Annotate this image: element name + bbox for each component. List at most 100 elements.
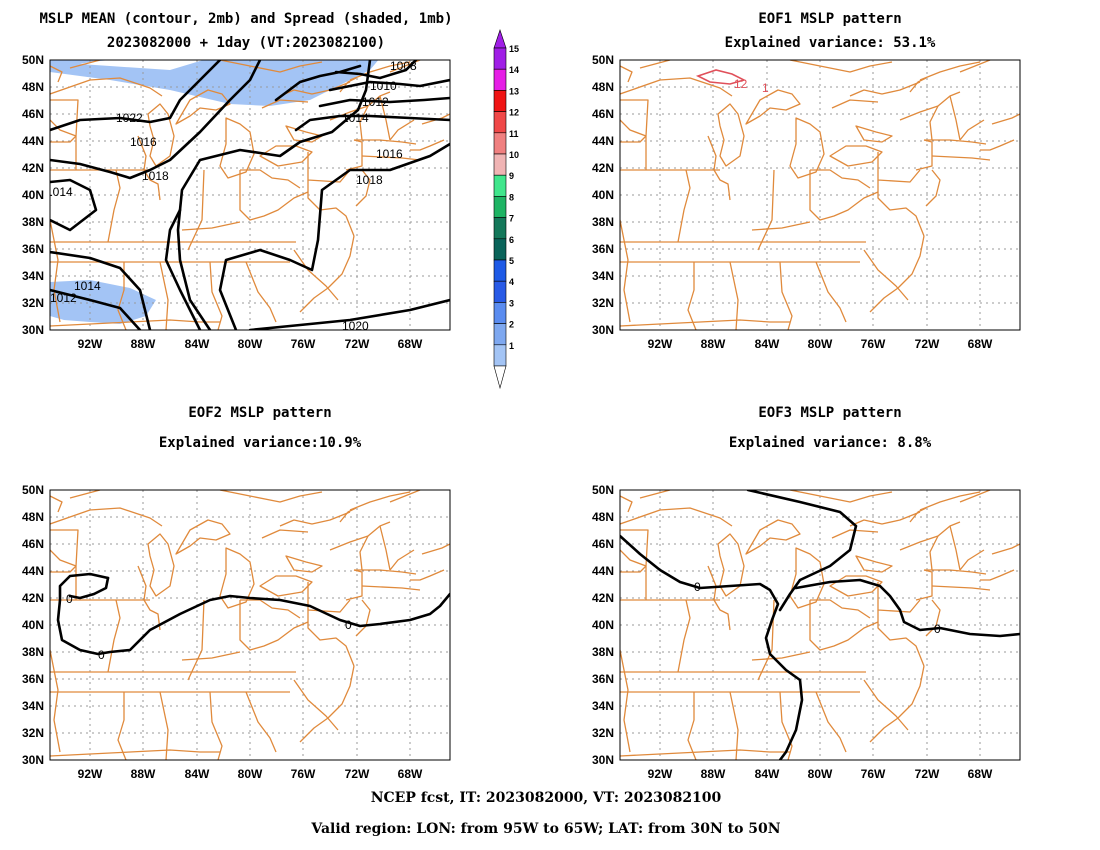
lon-tick-label: 88W [701,767,726,781]
lon-tick-label: 72W [915,767,940,781]
colorbar-label: 11 [509,129,519,139]
lat-tick-label: 32N [22,296,44,310]
contour-label: 1018 [142,169,169,183]
lat-tick-label: 46N [592,107,614,121]
colorbar-bottom-arrow [493,365,507,390]
panel-mean-title: MSLP MEAN (contour, 2mb) and Spread (sha… [39,11,452,27]
colorbar-label: 7 [509,214,514,224]
lat-tick-label: 36N [22,672,44,686]
lon-tick-label: 72W [345,337,370,351]
lat-tick-label: 48N [22,510,44,524]
lat-tick-label: 40N [22,188,44,202]
panel-eof1: EOF1 MSLP pattern Explained variance: 53… [619,11,1021,331]
lat-tick-label: 32N [22,726,44,740]
lat-tick-label: 46N [22,107,44,121]
lat-tick-label: 40N [592,618,614,632]
panel-eof2: EOF2 MSLP pattern Explained variance:10.… [49,405,451,761]
colorbar-segment [493,280,507,303]
lon-tick-label: 68W [968,337,993,351]
lat-tick-label: 50N [592,53,614,67]
lon-tick-label: 88W [131,337,156,351]
map-frame [619,489,1021,761]
lat-tick-label: 44N [592,134,614,148]
contour-label: 1 [762,81,769,95]
lon-tick-label: 68W [968,767,993,781]
footer-forecast-line: NCEP fcst, IT: 2023082000, VT: 202308210… [371,790,722,806]
lat-tick-label: 46N [22,537,44,551]
colorbar-segment [493,47,507,70]
grid-lines [50,60,450,330]
panel-eof3: EOF3 MSLP pattern Explained variance: 8.… [619,405,1021,761]
contour-label: 12 [734,77,748,91]
contour-label: 0 [345,618,352,632]
panel-eof1-subtitle: Explained variance: 53.1% [725,35,936,51]
lat-tick-label: 36N [22,242,44,256]
colorbar-label: 5 [509,256,514,266]
lat-tick-label: 30N [592,323,614,337]
lon-tick-label: 72W [915,337,940,351]
lon-tick-label: 80W [808,767,833,781]
colorbar-segment [493,90,507,112]
lat-tick-label: 38N [592,215,614,229]
contour-label: 1012 [362,95,389,109]
lon-tick-label: 80W [808,337,833,351]
grid-lines [620,60,1020,330]
lat-tick-label: 34N [22,269,44,283]
panel-eof2-map: 0 0 0 [49,489,451,761]
eof3-zero-contours [620,490,1020,760]
colorbar-label: 4 [509,277,514,287]
lon-tick-label: 92W [648,337,673,351]
axis-labels: 50N 48N 46N 44N 42N 40N 38N 36N 34N 32N 30N 92W 88W 8… [22,53,993,781]
contour-label: 1016 [130,135,157,149]
lat-tick-label: 42N [592,161,614,175]
lat-tick-label: 38N [22,215,44,229]
lon-tick-label: 76W [291,337,316,351]
grid-lines [50,490,450,760]
contour-label: 1018 [356,173,383,187]
lon-tick-label: 84W [755,767,780,781]
lat-tick-label: 36N [592,672,614,686]
lon-tick-label: 84W [185,767,210,781]
lat-tick-label: 44N [22,134,44,148]
lat-tick-label: 44N [22,564,44,578]
colorbar-segment [493,174,507,197]
lon-tick-label: 88W [701,337,726,351]
eof2-zero-contour [56,572,450,656]
lat-tick-label: 42N [22,591,44,605]
lat-tick-label: 34N [592,269,614,283]
lat-tick-label: 34N [22,699,44,713]
lat-tick-label: 38N [22,645,44,659]
lon-tick-label: 80W [238,337,263,351]
contour-label: 1022 [116,111,143,125]
contour-label: 1008 [390,59,417,73]
colorbar-label: 3 [509,298,514,308]
colorbar-label: 6 [509,235,514,245]
lon-tick-label: 80W [238,767,263,781]
colorbar-label: 8 [509,192,514,202]
colorbar-label: 15 [509,44,519,54]
colorbar-label: 12 [509,108,519,118]
mslp-contours [50,60,450,330]
contour-label: 0 [694,580,701,594]
footer-region-line: Valid region: LON: from 95W to 65W; LAT:… [310,821,780,837]
panel-eof1-map: 12 1 [619,59,1021,331]
lat-tick-label: 46N [592,537,614,551]
contour-label: 1016 [376,147,403,161]
contour-label: 1014 [342,111,369,125]
contour-label: 1014 [46,185,73,199]
panel-mean-subtitle: 2023082000 + 1day (VT:2023082100) [107,35,385,51]
lon-tick-label: 72W [345,767,370,781]
lat-tick-label: 40N [592,188,614,202]
spread-shade-south [50,280,156,324]
lon-tick-label: 84W [755,337,780,351]
colorbar-top-arrow [493,29,507,49]
lon-tick-label: 88W [131,767,156,781]
contour-label: 0 [66,592,73,606]
lon-tick-label: 92W [648,767,673,781]
colorbar-label: 2 [509,320,514,330]
colorbar-segment [493,196,507,218]
colorbar-segment [493,344,507,367]
lat-tick-label: 42N [592,591,614,605]
colorbar-label: 1 [509,341,514,351]
